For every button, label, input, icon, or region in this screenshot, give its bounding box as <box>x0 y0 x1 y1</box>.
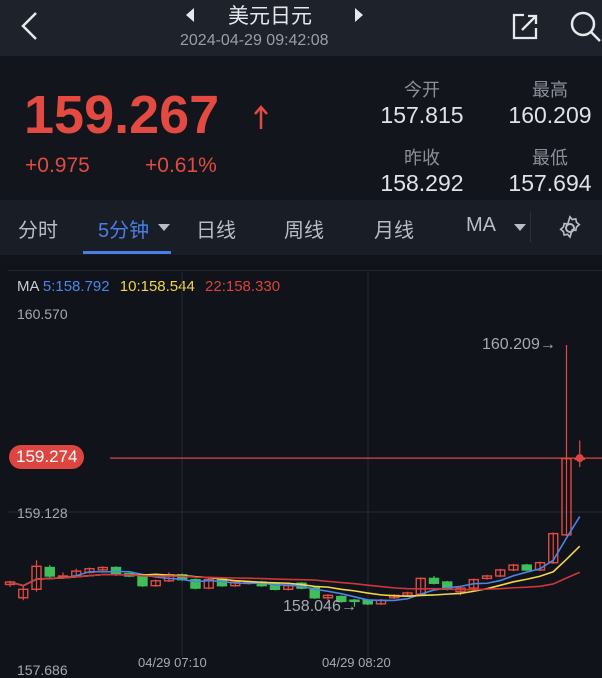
candle-body <box>18 588 29 599</box>
tab-5min[interactable]: 5分钟 <box>98 220 150 242</box>
top-bar: 美元日元 2024-04-29 09:42:08 <box>0 0 602 56</box>
ma22-value: 22:158.330 <box>205 278 281 295</box>
candle-body <box>508 564 519 571</box>
next-triangle-icon[interactable] <box>354 8 364 22</box>
ma5-value: 5:158.792 <box>42 278 110 295</box>
candle-body <box>190 578 201 589</box>
candle-body <box>548 532 559 564</box>
candle-body <box>561 457 572 536</box>
ma-dropdown-icon[interactable] <box>514 224 526 232</box>
stat-open-value: 157.815 <box>380 102 464 128</box>
tab-intraday[interactable]: 分时 <box>18 220 58 242</box>
ma10-value: 10:158.544 <box>119 278 195 295</box>
stat-high-value: 160.209 <box>508 102 592 128</box>
current-price-tag: 159.274 <box>9 445 85 469</box>
candle-body <box>309 587 320 599</box>
candle-body <box>203 578 214 589</box>
share-icon[interactable] <box>510 12 540 42</box>
last-price: 159.267 <box>24 85 220 145</box>
kline-chart[interactable]: MA 5:158.792 10:158.544 22:158.330 160.5… <box>0 262 602 678</box>
x-tick-0710: 04/29 07:10 <box>138 655 207 670</box>
high-marker: 160.209→ <box>482 336 556 353</box>
price-change: +0.975 <box>25 154 90 177</box>
y-tick-top: 160.570 <box>17 306 68 322</box>
current-price-dot <box>575 454 584 463</box>
stat-high-label: 最高 <box>532 80 568 100</box>
active-tab-indicator <box>83 251 171 254</box>
period-tabs: 分时 5分钟 日线 周线 月线 MA <box>0 200 602 255</box>
candle-body <box>31 565 42 590</box>
tab-monthly[interactable]: 月线 <box>374 220 414 242</box>
x-tick-0820: 04/29 08:20 <box>322 655 391 670</box>
dropdown-icon[interactable] <box>158 224 170 232</box>
arrow-up-icon <box>254 105 268 129</box>
candle-body <box>521 564 532 571</box>
low-marker: 158.046→ <box>283 598 357 615</box>
divider <box>530 212 531 242</box>
candle-body <box>402 592 413 597</box>
quote-panel: 159.267 +0.975 +0.61% 今开 157.815 最高 160.… <box>0 56 602 200</box>
ma5-line <box>9 516 581 602</box>
ma22-line <box>9 571 581 591</box>
settings-gear-icon[interactable] <box>557 215 583 241</box>
tab-daily[interactable]: 日线 <box>196 220 236 242</box>
stat-low-label: 最低 <box>532 148 568 168</box>
tab-weekly[interactable]: 周线 <box>284 220 324 242</box>
quote-datetime: 2024-04-29 09:42:08 <box>180 32 329 49</box>
candlestick-plot[interactable] <box>0 262 602 678</box>
stat-low-value: 157.694 <box>508 170 592 196</box>
ma-legend: MA 5:158.792 10:158.544 22:158.330 <box>17 278 280 295</box>
candle-body <box>428 577 440 584</box>
back-icon[interactable] <box>18 10 40 42</box>
pair-title: 美元日元 <box>228 5 312 28</box>
stat-open-label: 今开 <box>404 80 440 100</box>
stat-prev-close-label: 昨收 <box>404 148 440 168</box>
candle-body <box>495 569 506 577</box>
candle-body <box>349 599 360 603</box>
divider <box>8 270 602 271</box>
price-change-pct: +0.61% <box>145 154 217 177</box>
candle-body <box>97 566 108 571</box>
candle-body <box>336 595 347 603</box>
candle-body <box>150 580 161 587</box>
candle-body <box>322 594 334 599</box>
search-icon[interactable] <box>568 10 602 44</box>
y-tick-bottom: 157.686 <box>17 662 68 678</box>
prev-triangle-icon[interactable] <box>185 8 195 22</box>
stat-prev-close-value: 158.292 <box>380 170 464 196</box>
y-tick-mid: 159.128 <box>17 505 68 521</box>
candle-body <box>44 566 55 577</box>
ma-legend-prefix: MA <box>17 278 39 295</box>
candle-body <box>481 575 493 580</box>
tab-ma[interactable]: MA <box>466 214 496 236</box>
